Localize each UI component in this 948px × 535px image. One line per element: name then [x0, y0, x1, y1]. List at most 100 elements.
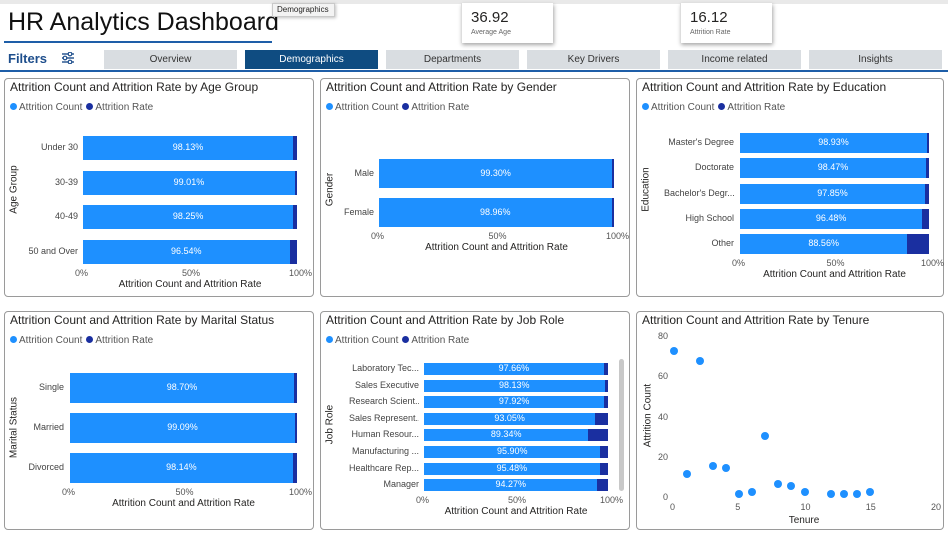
bar-attrition-count[interactable] — [740, 158, 927, 179]
legend-attrition-count[interactable]: Attrition Count — [10, 102, 82, 113]
tab-income-related[interactable]: Income related — [668, 50, 801, 69]
scatter-point[interactable] — [839, 489, 848, 498]
bar-attrition-count[interactable] — [70, 453, 293, 483]
bar-attrition-rate[interactable] — [612, 159, 614, 188]
scatter-point[interactable] — [683, 469, 692, 478]
x-tick-label: 50% — [488, 231, 507, 241]
job-role-scrollbar[interactable] — [619, 359, 624, 491]
bar-attrition-count[interactable] — [83, 205, 294, 229]
filters-label[interactable]: Filters — [8, 51, 48, 66]
bar-attrition-count[interactable] — [740, 183, 925, 204]
bar-data-label: 98.14% — [166, 462, 197, 472]
scatter-point[interactable] — [800, 487, 809, 496]
bar-attrition-count[interactable] — [424, 412, 596, 425]
legend-attrition-rate[interactable]: Attrition Rate — [402, 102, 469, 113]
x-axis-label: Tenure — [788, 515, 820, 526]
bar-attrition-count[interactable] — [83, 170, 295, 195]
x-tick-label: 100% — [289, 267, 313, 278]
bar-attrition-rate[interactable] — [922, 208, 929, 229]
chart-legend: Attrition Count Attrition Rate — [326, 335, 473, 346]
bar-attrition-count[interactable] — [424, 479, 598, 492]
category-label: Research Scient... — [349, 396, 419, 407]
tab-insights[interactable]: Insights — [809, 50, 942, 69]
bar-attrition-count[interactable] — [70, 373, 295, 403]
bar-attrition-rate[interactable] — [597, 479, 608, 492]
legend-attrition-rate[interactable]: Attrition Rate — [86, 335, 153, 346]
bar-attrition-count[interactable] — [424, 396, 605, 409]
x-tick-label: 0% — [62, 487, 76, 497]
bar-attrition-rate[interactable] — [294, 170, 297, 195]
bar-attrition-count[interactable] — [424, 446, 601, 458]
bar-attrition-count[interactable] — [740, 133, 927, 153]
panel-tenure[interactable] — [636, 311, 944, 530]
bar-attrition-count[interactable] — [424, 462, 600, 475]
x-tick-label: 0 — [670, 502, 676, 512]
bar-attrition-count[interactable] — [379, 159, 613, 188]
bar-attrition-rate[interactable] — [604, 379, 608, 392]
bar-attrition-count[interactable] — [424, 363, 604, 375]
bar-attrition-rate[interactable] — [293, 205, 297, 229]
bar-attrition-rate[interactable] — [924, 183, 929, 204]
bar-attrition-count[interactable] — [424, 379, 605, 392]
scatter-point[interactable] — [670, 347, 678, 356]
bar-attrition-rate[interactable] — [595, 412, 608, 425]
bar-attrition-rate[interactable] — [292, 136, 297, 160]
y-axis-label: Education — [640, 167, 652, 212]
scatter-point[interactable] — [735, 489, 744, 498]
bar-attrition-rate[interactable] — [926, 133, 929, 153]
bar-attrition-count[interactable] — [424, 429, 589, 442]
legend-attrition-count[interactable]: Attrition Count — [10, 335, 82, 346]
x-tick-label: 50% — [182, 267, 201, 278]
bar-data-label: 96.48% — [815, 212, 847, 223]
scatter-point[interactable] — [787, 481, 796, 490]
kpi-label: Average Age — [471, 29, 511, 36]
bar-attrition-rate[interactable] — [603, 363, 608, 375]
scatter-point[interactable] — [696, 357, 705, 366]
scatter-point[interactable] — [722, 463, 731, 472]
scatter-point[interactable] — [826, 489, 835, 498]
tab-overview[interactable]: Overview — [104, 50, 237, 69]
legend-attrition-count[interactable]: Attrition Count — [326, 335, 398, 346]
tab-demographics[interactable]: Demographics — [245, 50, 378, 69]
legend-attrition-rate[interactable]: Attrition Rate — [718, 102, 785, 113]
bar-attrition-rate[interactable] — [289, 239, 297, 264]
scatter-point[interactable] — [774, 479, 783, 488]
tab-departments[interactable]: Departments — [386, 50, 519, 69]
scatter-point[interactable] — [852, 489, 861, 498]
bar-attrition-rate[interactable] — [292, 453, 297, 483]
filter-sliders-icon[interactable] — [61, 52, 75, 64]
chart-title: Attrition Count and Attrition Rate by Te… — [642, 313, 870, 327]
bar-attrition-rate[interactable] — [600, 446, 608, 458]
bar-attrition-rate[interactable] — [294, 373, 297, 403]
y-tick-label: 40 — [657, 411, 668, 422]
scatter-point[interactable] — [709, 461, 718, 470]
bar-attrition-rate[interactable] — [926, 158, 929, 179]
bar-attrition-count[interactable] — [379, 198, 612, 227]
bar-attrition-rate[interactable] — [611, 198, 614, 227]
bar-attrition-rate[interactable] — [588, 429, 608, 442]
x-tick-label: 100% — [606, 231, 630, 241]
bar-data-label: 98.70% — [166, 382, 198, 392]
category-label: Healthcare Rep... — [349, 462, 419, 473]
bar-attrition-count[interactable] — [83, 239, 290, 264]
bar-attrition-count[interactable] — [83, 136, 293, 160]
bar-attrition-count[interactable] — [740, 208, 923, 229]
bar-attrition-rate[interactable] — [294, 413, 297, 443]
chart-legend: Attrition Count Attrition Rate — [326, 102, 473, 113]
scatter-point[interactable] — [865, 487, 874, 496]
legend-attrition-count[interactable]: Attrition Count — [326, 102, 398, 113]
legend-attrition-rate[interactable]: Attrition Rate — [86, 102, 153, 113]
scatter-point[interactable] — [761, 431, 770, 440]
tab-key-drivers[interactable]: Key Drivers — [527, 50, 660, 69]
bar-attrition-rate[interactable] — [599, 462, 608, 475]
bar-attrition-count[interactable] — [740, 234, 908, 255]
chart-title: Attrition Count and Attrition Rate by Ge… — [326, 80, 557, 94]
category-label: Male — [354, 167, 374, 178]
bar-attrition-rate[interactable] — [907, 234, 929, 255]
scatter-point[interactable] — [748, 487, 757, 496]
bar-attrition-count[interactable] — [70, 413, 295, 443]
bar-attrition-rate[interactable] — [604, 396, 608, 409]
legend-attrition-rate[interactable]: Attrition Rate — [402, 335, 469, 346]
category-label: Manufacturing ... — [351, 446, 419, 456]
legend-attrition-count[interactable]: Attrition Count — [642, 102, 714, 113]
